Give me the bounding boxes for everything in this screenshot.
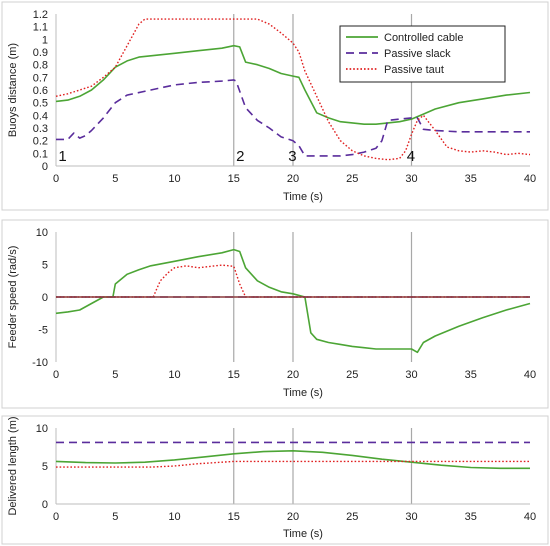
series-line-passive-taut [55,18,531,161]
y-tick-label: 0.4 [33,110,48,122]
y-tick-label: 0 [42,161,48,173]
x-axis-label: Time (s) [283,528,323,540]
y-tick-label: -5 [38,325,48,337]
series-line-controlled-cable [55,449,530,470]
x-tick-label: 0 [53,369,59,381]
y-tick-label: 0.3 [33,123,48,135]
y-tick-label: 1.2 [33,9,48,21]
y-tick-label: 0.7 [33,72,48,84]
y-tick-label: 10 [36,227,48,239]
x-tick-label: 40 [524,511,536,523]
x-tick-label: 10 [168,369,180,381]
x-tick-label: 30 [405,369,417,381]
x-axis-label: Time (s) [283,191,323,203]
y-tick-label: 0.2 [33,136,48,148]
x-tick-label: 15 [228,173,240,185]
x-tick-label: 20 [287,511,299,523]
series-line-controlled-cable [55,44,531,125]
series-line-passive-slack [56,79,530,157]
panel-frame-2 [1,219,549,409]
y-tick-label: 1 [42,34,48,46]
y-tick-label: 10 [36,423,48,435]
x-tick-label: 5 [112,369,118,381]
event-annotation-2: 2 [236,148,244,165]
x-tick-label: 10 [168,511,180,523]
x-tick-label: 0 [53,173,59,185]
x-tick-label: 5 [112,511,118,523]
y-tick-label: 1.1 [33,22,48,34]
panel-frame-1 [1,1,549,211]
y-tick-label: 0.8 [33,60,48,72]
event-annotation-4: 4 [407,148,415,165]
y-tick-label: -10 [32,357,48,369]
y-axis-label: Buoys distance (m) [7,43,19,137]
x-tick-label: 20 [287,173,299,185]
x-tick-label: 40 [524,369,536,381]
series-line-passive-taut [56,460,530,468]
x-tick-label: 15 [228,369,240,381]
series-line-passive-taut [56,264,530,298]
panel-frame-3 [1,415,549,545]
y-tick-label: 0.9 [33,47,48,59]
x-tick-label: 25 [346,369,358,381]
legend-label: Controlled cable [384,32,464,44]
x-tick-label: 25 [346,173,358,185]
y-tick-label: 0.1 [33,148,48,160]
legend-box [339,25,506,83]
legend-label: Passive slack [384,48,451,60]
x-tick-label: 35 [465,369,477,381]
y-tick-label: 0 [42,499,48,511]
y-axis-label: Delivered length (m) [7,416,19,515]
x-tick-label: 15 [228,511,240,523]
legend-label: Passive taut [384,64,444,76]
x-tick-label: 20 [287,369,299,381]
y-axis-label: Feeder speed (rad/s) [7,246,19,349]
x-tick-label: 40 [524,173,536,185]
x-tick-label: 0 [53,511,59,523]
event-annotation-1: 1 [58,148,66,165]
x-tick-label: 35 [465,511,477,523]
x-tick-label: 10 [168,173,180,185]
x-tick-label: 35 [465,173,477,185]
y-tick-label: 0.5 [33,98,48,110]
x-axis-label: Time (s) [283,387,323,399]
chart-panel-3: 0 5 10 0 5 10 15 20 25 30 35 40 Time (s) Delivered le… [7,416,536,540]
x-tick-label: 30 [405,511,417,523]
x-tick-label: 5 [112,173,118,185]
chart-panel-1: 00.10.20.30.40.50.60.70.80.911.11.20 5 10 1… [7,9,536,203]
y-tick-label: 5 [42,260,48,272]
series-line-controlled-cable [55,248,531,354]
y-tick-label: 0 [42,292,48,304]
x-tick-label: 30 [405,173,417,185]
event-annotation-3: 3 [288,148,296,165]
chart-panel-2: -10 -5 0 5 10 0 5 10 15 20 25 30 35 40 Time (s) Feeder … [7,227,536,399]
y-tick-label: 0.6 [33,85,48,97]
x-tick-label: 25 [346,511,358,523]
y-tick-label: 5 [42,461,48,473]
